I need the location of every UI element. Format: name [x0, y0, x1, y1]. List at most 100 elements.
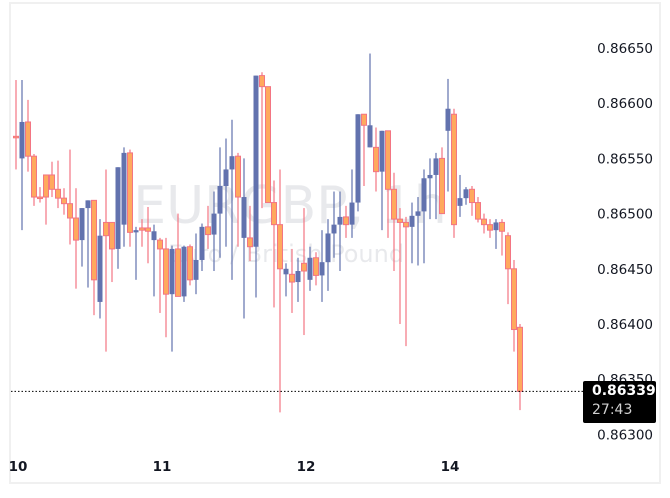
candle [367, 53, 373, 148]
candle [313, 252, 319, 286]
candle [379, 130, 385, 231]
candle [109, 221, 115, 283]
candle [421, 169, 427, 264]
chart-frame [9, 2, 661, 484]
candle [61, 188, 67, 215]
candle [175, 213, 181, 297]
candle [493, 219, 499, 249]
candle [187, 244, 193, 286]
candle [73, 188, 79, 289]
candle [331, 191, 337, 258]
candle [391, 172, 397, 272]
last-price-label: 0.86339 27:43 [583, 381, 656, 423]
candle [49, 161, 55, 198]
candle [241, 158, 247, 319]
y-tick-label: 0.86650 [597, 41, 653, 57]
candle [37, 187, 43, 203]
candle [169, 245, 175, 352]
candle [103, 169, 109, 352]
candle [487, 219, 493, 238]
candle [403, 216, 409, 347]
candle [457, 174, 463, 217]
candle [157, 237, 163, 313]
candle [337, 191, 343, 272]
candle [259, 72, 265, 209]
candle [181, 245, 187, 302]
candle [271, 180, 277, 308]
candle [223, 138, 229, 247]
x-tick-label: 14 [441, 459, 460, 475]
candle [193, 233, 199, 295]
candle [151, 224, 157, 297]
candle [127, 149, 133, 247]
candle [349, 169, 355, 238]
candle [265, 86, 271, 204]
candle [247, 205, 253, 262]
candle [139, 219, 145, 247]
candle [475, 197, 481, 223]
candle [115, 167, 121, 269]
y-tick-label: 0.86500 [597, 207, 653, 223]
candle [31, 153, 37, 206]
candle [361, 113, 367, 186]
candle [25, 99, 31, 172]
candle [439, 147, 445, 215]
candle [97, 219, 103, 319]
x-tick-label: 10 [9, 459, 28, 475]
candle [469, 186, 475, 216]
candle [463, 187, 469, 205]
candle [373, 127, 379, 192]
candle [67, 149, 73, 245]
candle [19, 80, 25, 231]
candle [385, 130, 391, 238]
y-tick-label: 0.86600 [597, 96, 653, 112]
candle [355, 114, 361, 212]
candle [91, 199, 97, 316]
candle [397, 208, 403, 324]
candle [499, 219, 505, 256]
candle [415, 197, 421, 266]
candle [301, 208, 307, 336]
candle [433, 152, 439, 220]
candle [43, 174, 49, 225]
candles [13, 53, 523, 413]
candle [85, 200, 91, 288]
candle [13, 80, 19, 170]
candle [217, 147, 223, 258]
candle [409, 202, 415, 264]
y-tick-label: 0.86550 [597, 151, 653, 167]
candle [289, 248, 295, 313]
candle [277, 169, 283, 413]
candle [343, 205, 349, 238]
candle [199, 223, 205, 272]
candle [55, 160, 61, 209]
y-tick-label: 0.86400 [597, 317, 653, 333]
candle [121, 147, 127, 247]
candle [451, 108, 457, 238]
candle [481, 213, 487, 234]
candle [211, 191, 217, 272]
candle-countdown: 27:43 [592, 402, 633, 418]
candle [145, 206, 151, 264]
candle [163, 237, 169, 338]
candle [517, 324, 523, 411]
candle [307, 246, 313, 291]
x-axis[interactable]: 10 11 12 14 [9, 459, 460, 475]
candle [229, 119, 235, 280]
x-tick-label: 12 [297, 459, 316, 475]
last-price-value: 0.86339 [592, 383, 656, 399]
candle [319, 230, 325, 302]
candle [505, 232, 511, 305]
candle [253, 75, 259, 298]
candle [205, 205, 211, 249]
y-tick-label: 0.86300 [597, 427, 653, 443]
candle [325, 219, 331, 291]
candle [511, 259, 517, 352]
x-tick-label: 11 [153, 459, 172, 475]
candle [283, 263, 289, 297]
y-tick-label: 0.86450 [597, 262, 653, 278]
candle [445, 78, 451, 192]
candle [235, 152, 241, 247]
candle [79, 208, 85, 267]
